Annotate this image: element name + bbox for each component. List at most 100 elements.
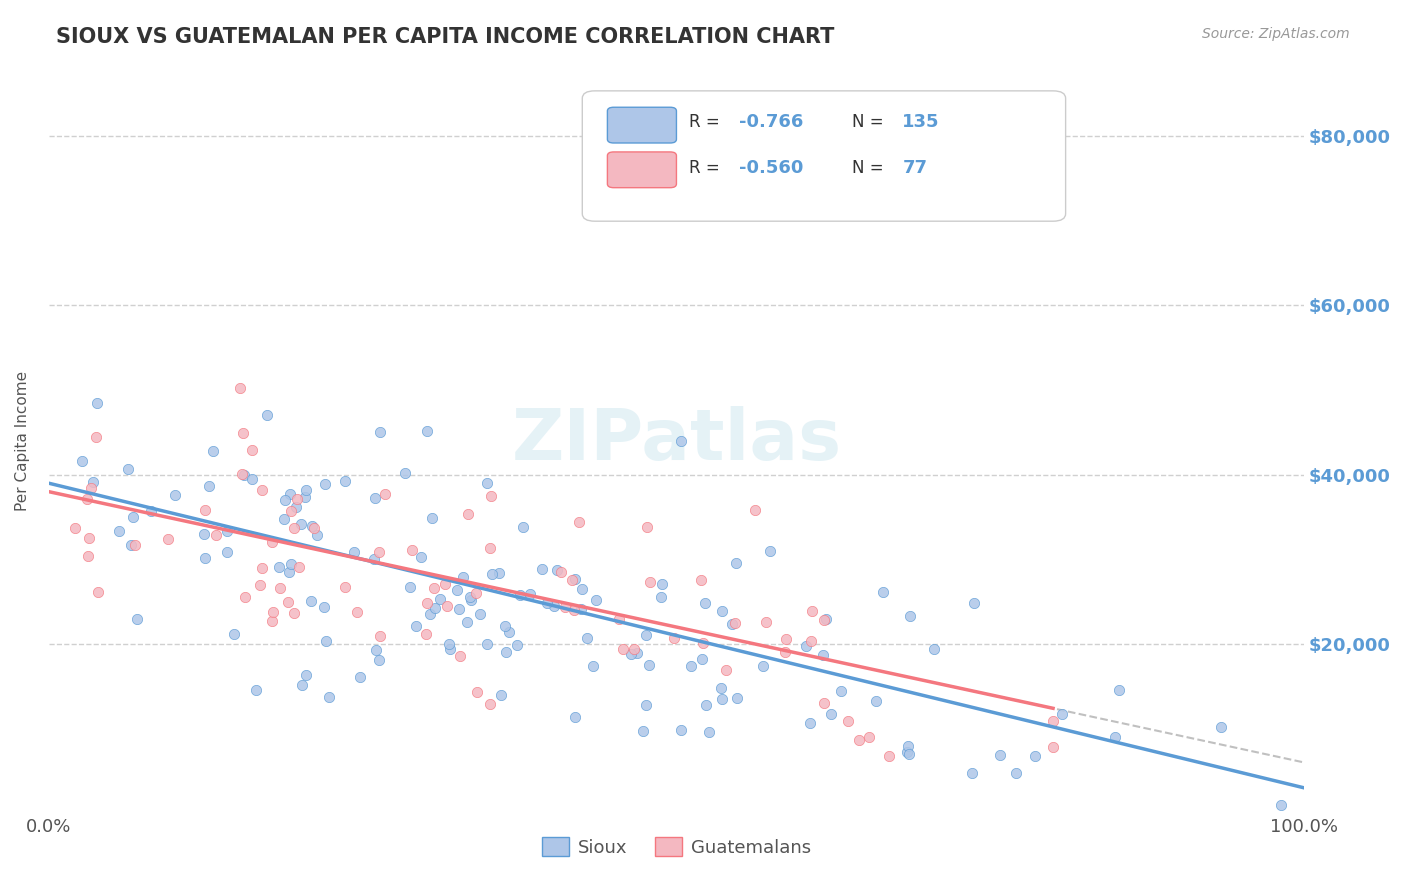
Point	[87, 585, 110, 599]
Point	[157, 532, 180, 546]
Point	[335, 580, 357, 594]
Point	[1108, 683, 1130, 698]
Point	[273, 493, 295, 508]
FancyBboxPatch shape	[607, 107, 676, 143]
Point	[495, 645, 517, 659]
Point	[240, 443, 263, 458]
Point	[679, 658, 702, 673]
Point	[755, 615, 778, 630]
Point	[481, 566, 503, 581]
Point	[571, 582, 593, 596]
Point	[165, 488, 187, 502]
Point	[724, 615, 747, 630]
Point	[451, 570, 474, 584]
Point	[568, 515, 591, 529]
Point	[960, 766, 983, 780]
Point	[478, 541, 501, 555]
Point	[433, 577, 456, 591]
Point	[423, 581, 446, 595]
Point	[475, 476, 498, 491]
Point	[813, 648, 835, 663]
Point	[240, 472, 263, 486]
Point	[634, 698, 657, 712]
Point	[1270, 797, 1292, 812]
Point	[813, 696, 835, 710]
Text: N =: N =	[852, 113, 889, 131]
Point	[489, 688, 512, 702]
Point	[465, 585, 488, 599]
Point	[650, 591, 672, 605]
Point	[363, 552, 385, 566]
Point	[564, 710, 586, 724]
Point	[456, 615, 478, 630]
Point	[530, 561, 553, 575]
Point	[751, 659, 773, 673]
Point	[626, 646, 648, 660]
Point	[820, 707, 842, 722]
Point	[582, 659, 605, 673]
Point	[121, 538, 143, 552]
Point	[194, 550, 217, 565]
Point	[269, 560, 291, 574]
Point	[231, 467, 253, 481]
Point	[299, 594, 322, 608]
Point	[312, 600, 335, 615]
Point	[775, 632, 797, 646]
Point	[638, 658, 661, 673]
Text: ZIPatlas: ZIPatlas	[512, 407, 842, 475]
Point	[278, 486, 301, 500]
Point	[695, 698, 717, 712]
Point	[260, 535, 283, 549]
Point	[585, 592, 607, 607]
Point	[416, 424, 439, 438]
Point	[252, 560, 274, 574]
Point	[280, 504, 302, 518]
Point	[494, 619, 516, 633]
Point	[693, 597, 716, 611]
Point	[205, 528, 228, 542]
Point	[217, 545, 239, 559]
Point	[411, 550, 433, 565]
Point	[488, 566, 510, 580]
Point	[333, 474, 356, 488]
Point	[546, 563, 568, 577]
Point	[291, 678, 314, 692]
Point	[479, 490, 502, 504]
Point	[711, 692, 734, 706]
Point	[690, 574, 713, 588]
Point	[346, 605, 368, 619]
Point	[121, 510, 143, 524]
Point	[301, 518, 323, 533]
Text: R =: R =	[689, 113, 725, 131]
Point	[865, 694, 887, 708]
Point	[423, 600, 446, 615]
Point	[506, 638, 529, 652]
Point	[416, 596, 439, 610]
Point	[436, 599, 458, 614]
Point	[759, 544, 782, 558]
Point	[314, 477, 336, 491]
Point	[318, 690, 340, 705]
Point	[638, 574, 661, 589]
Point	[124, 538, 146, 552]
Point	[692, 636, 714, 650]
Point	[82, 475, 104, 490]
Point	[273, 512, 295, 526]
Point	[1024, 749, 1046, 764]
Point	[76, 492, 98, 507]
Point	[509, 588, 531, 602]
Point	[1104, 731, 1126, 745]
Point	[576, 632, 599, 646]
Point	[229, 381, 252, 395]
Y-axis label: Per Capita Income: Per Capita Income	[15, 371, 30, 511]
Point	[419, 607, 441, 621]
Point	[1042, 739, 1064, 754]
Point	[543, 599, 565, 614]
Point	[744, 503, 766, 517]
Point	[429, 591, 451, 606]
Point	[898, 608, 921, 623]
Point	[233, 591, 256, 605]
FancyBboxPatch shape	[582, 91, 1066, 221]
Point	[368, 425, 391, 439]
Point	[636, 520, 658, 534]
